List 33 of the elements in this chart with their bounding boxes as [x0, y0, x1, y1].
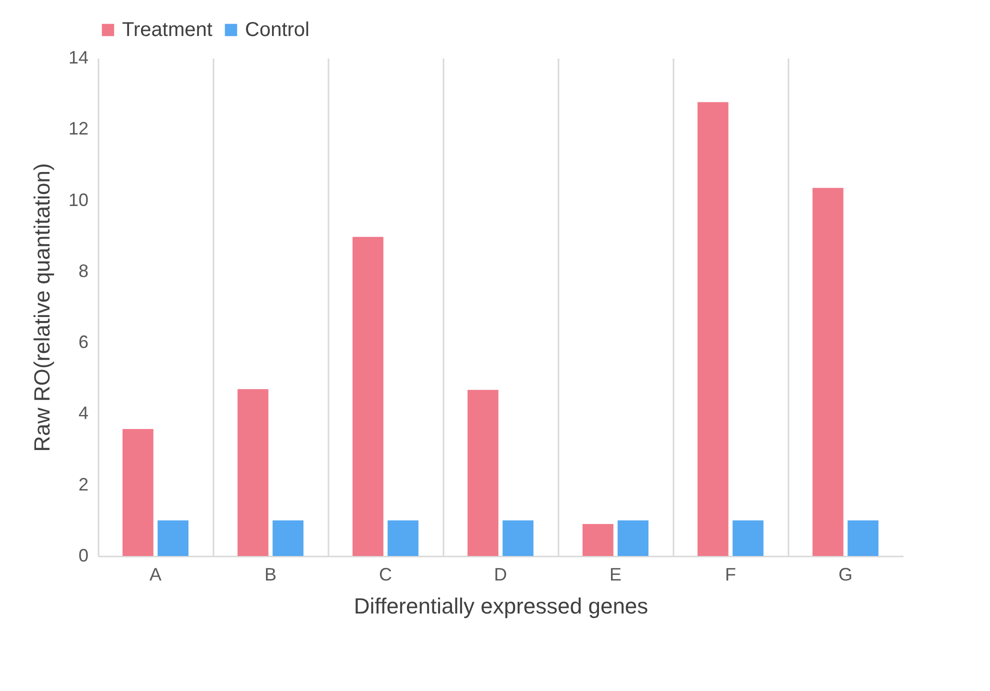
x-tick-label: A	[149, 564, 162, 584]
bar	[388, 520, 418, 556]
bar	[812, 188, 844, 556]
y-tick-label: 8	[78, 260, 88, 281]
y-tick-label: 14	[68, 48, 88, 68]
bar	[698, 102, 728, 556]
y-tick-label: 6	[78, 332, 88, 352]
bar	[732, 520, 764, 556]
x-tick-label: F	[725, 564, 736, 584]
y-tick-label: 0	[78, 546, 88, 566]
bar	[272, 520, 304, 556]
legend-label: Control	[245, 19, 310, 41]
x-tick-label: G	[838, 564, 853, 584]
legend-label: Treatment	[122, 19, 213, 41]
bar	[238, 389, 268, 556]
bar	[502, 520, 534, 556]
bar	[582, 524, 614, 556]
x-tick-label: D	[494, 564, 507, 584]
x-tick-label: B	[264, 564, 277, 584]
bar	[848, 520, 878, 556]
bar	[618, 520, 648, 556]
x-axis-title: Differentially expressed genes	[354, 594, 648, 618]
y-tick-label: 2	[78, 474, 88, 494]
bar	[158, 520, 188, 556]
bar	[352, 236, 384, 556]
y-tick-label: 4	[78, 403, 88, 424]
bar	[122, 429, 154, 556]
y-tick-label: 10	[68, 190, 88, 210]
y-axis-title: Raw RO(relative quantitation)	[29, 163, 54, 452]
bar	[468, 390, 498, 556]
x-tick-label: E	[609, 564, 622, 584]
x-tick-label: C	[379, 564, 392, 584]
y-tick-label: 12	[68, 118, 88, 139]
